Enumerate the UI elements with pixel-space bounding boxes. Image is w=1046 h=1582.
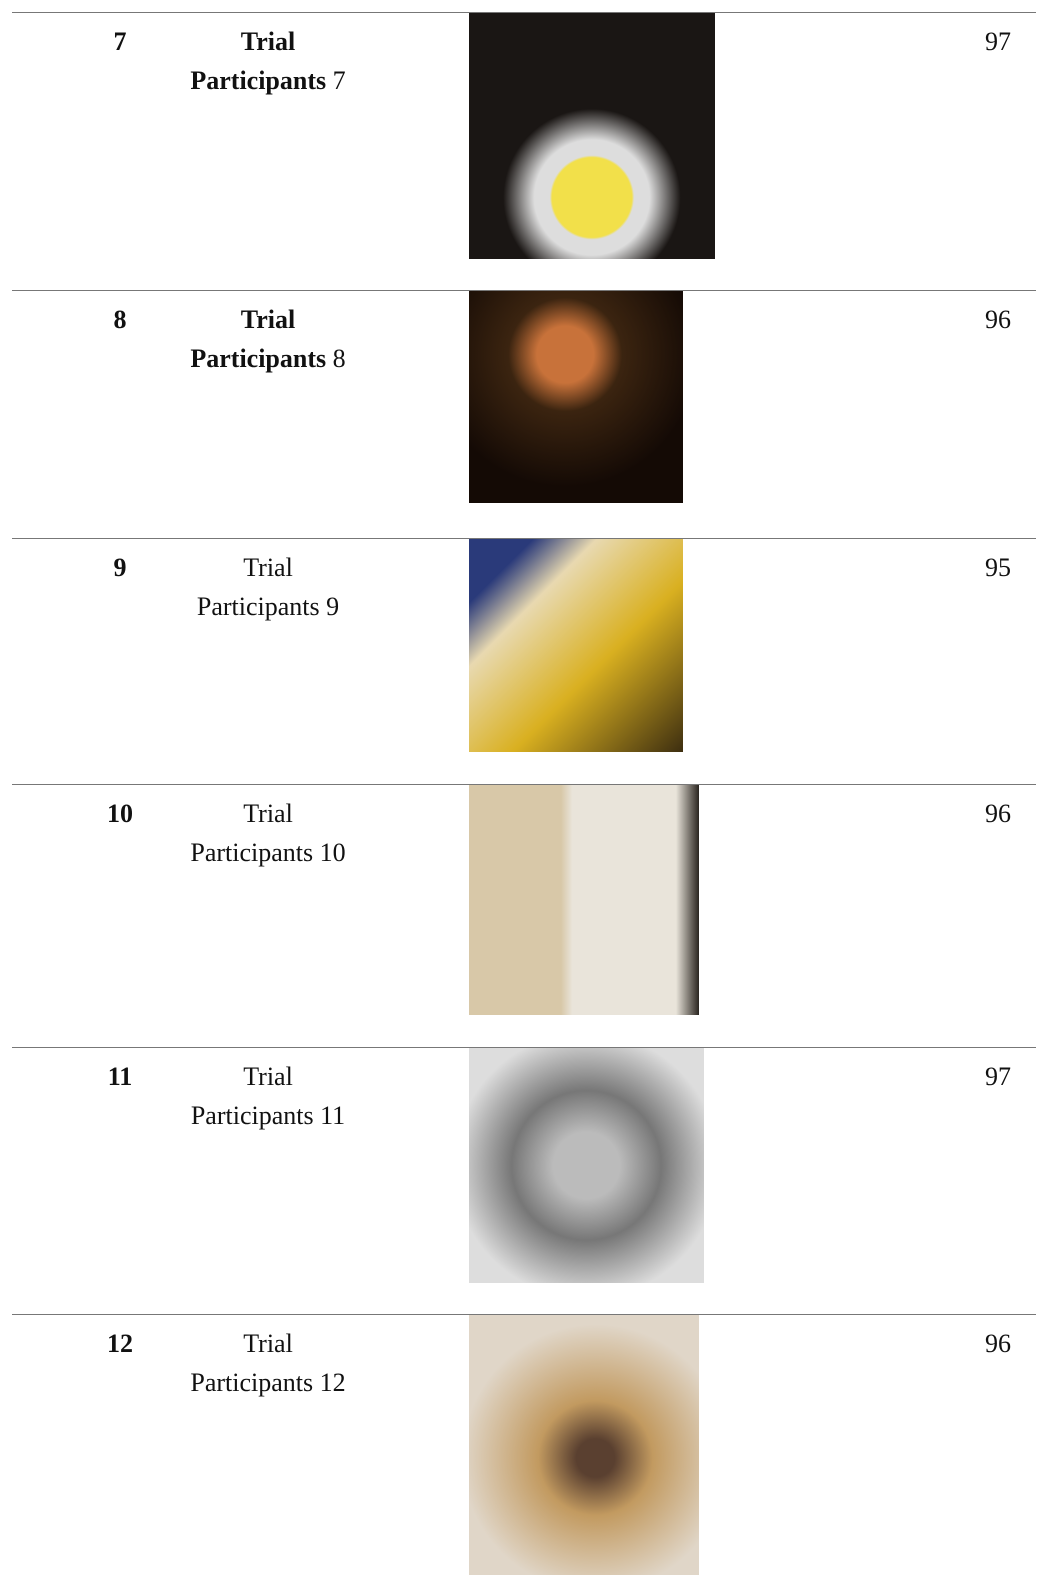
participant-label: Trial Participants 8 — [168, 300, 368, 378]
row-number-text: 8 — [113, 305, 127, 334]
row-rule — [12, 12, 1036, 13]
label-number: 9 — [326, 592, 340, 621]
label-word: Trial — [243, 553, 293, 582]
label-word: Participants — [190, 1101, 314, 1130]
label-number: 7 — [332, 66, 346, 95]
label-word: Trial — [243, 1329, 293, 1358]
row-rule — [12, 538, 1036, 539]
score-text: 96 — [985, 1329, 1011, 1358]
score: 96 — [958, 300, 1038, 339]
label-word: Participants — [190, 838, 314, 867]
row-rule — [12, 784, 1036, 785]
participant-label: Trial Participants 7 — [168, 22, 368, 100]
row-rule — [12, 290, 1036, 291]
row-number: 7 — [80, 22, 160, 61]
score-text: 97 — [985, 1062, 1011, 1091]
row-number: 9 — [80, 548, 160, 587]
photo — [469, 539, 683, 752]
label-number: 11 — [320, 1101, 346, 1130]
row-number-text: 12 — [107, 1329, 133, 1358]
score: 97 — [958, 22, 1038, 61]
participant-label: Trial Participants 11 — [168, 1057, 368, 1135]
label-word: Trial — [243, 799, 293, 828]
participant-label: Trial Participants 12 — [168, 1324, 368, 1402]
row-number: 12 — [80, 1324, 160, 1363]
score: 96 — [958, 1324, 1038, 1363]
score-text: 96 — [985, 799, 1011, 828]
score-text: 95 — [985, 553, 1011, 582]
label-word: Participants — [196, 592, 320, 621]
photo — [469, 1315, 699, 1575]
photo — [469, 785, 699, 1015]
label-number: 10 — [319, 838, 346, 867]
label-word: Trial — [240, 305, 296, 334]
label-word: Participants — [190, 66, 327, 95]
photo — [469, 291, 683, 503]
row-number-text: 9 — [113, 553, 127, 582]
row-rule — [12, 1047, 1036, 1048]
row-number: 8 — [80, 300, 160, 339]
row-number-text: 10 — [107, 799, 133, 828]
row-number: 10 — [80, 794, 160, 833]
score: 96 — [958, 794, 1038, 833]
row-number: 11 — [80, 1057, 160, 1096]
score: 95 — [958, 548, 1038, 587]
participant-label: Trial Participants 9 — [168, 548, 368, 626]
row-number-text: 7 — [113, 27, 127, 56]
label-word: Trial — [243, 1062, 293, 1091]
photo — [469, 1048, 704, 1283]
row-number-text: 11 — [107, 1062, 133, 1091]
label-word: Trial — [240, 27, 296, 56]
score-text: 97 — [985, 27, 1011, 56]
label-number: 12 — [319, 1368, 346, 1397]
label-word: Participants — [190, 344, 327, 373]
label-word: Participants — [190, 1368, 314, 1397]
score-text: 96 — [985, 305, 1011, 334]
label-number: 8 — [332, 344, 346, 373]
row-rule — [12, 1314, 1036, 1315]
participant-label: Trial Participants 10 — [168, 794, 368, 872]
score: 97 — [958, 1057, 1038, 1096]
photo — [469, 13, 715, 259]
